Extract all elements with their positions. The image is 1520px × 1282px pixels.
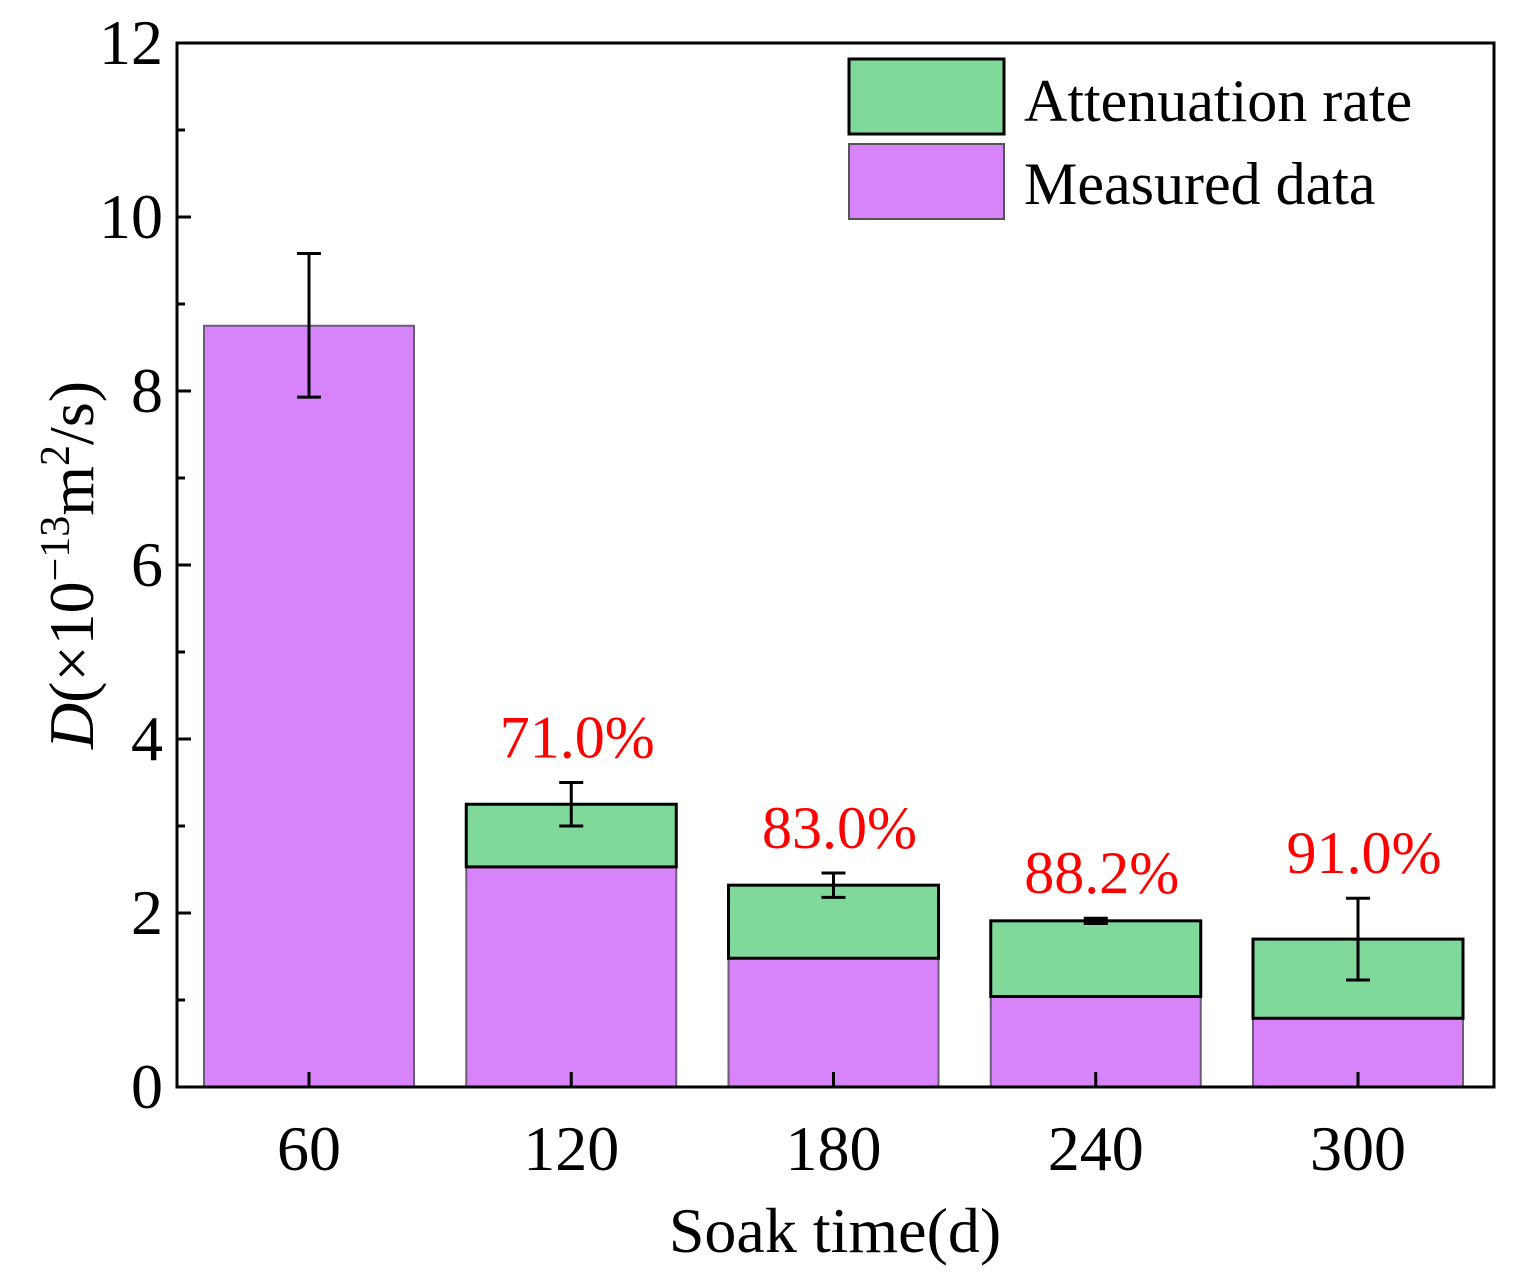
bar-measured-60: [203, 324, 415, 1088]
legend: Attenuation rate Measured data: [847, 57, 1412, 220]
legend-label-attenuation-rate: Attenuation rate: [1024, 68, 1412, 134]
y-axis-ticks: 0 2 4 6 8 10 12: [99, 7, 191, 1122]
error-bar-60: [297, 252, 321, 399]
x-tick-label-300: 300: [1310, 1113, 1406, 1184]
y-axis-title-suffix: /s): [36, 381, 107, 445]
annotation-240: 88.2%: [1024, 840, 1179, 906]
error-bar-240: [1083, 916, 1108, 925]
y-tick-label-10: 10: [99, 181, 163, 252]
error-bar-180: [821, 871, 846, 899]
y-tick-label-4: 4: [131, 703, 163, 774]
y-axis-title-prefix: (×10: [36, 581, 107, 702]
y-tick-label-8: 8: [131, 355, 163, 426]
y-tick-label-2: 2: [131, 877, 163, 948]
x-tick-label-120: 120: [523, 1113, 619, 1184]
error-bars-layer: [297, 252, 1370, 982]
bar-measured-180: [727, 957, 940, 1088]
x-axis-title: Soak time(d): [669, 1195, 1001, 1266]
y-tick-label-12: 12: [99, 7, 163, 78]
legend-swatch-attenuation-rate: [847, 57, 1006, 136]
error-bar-120: [559, 781, 584, 828]
bar-attenuation-240: [989, 919, 1203, 999]
bar-measured-120: [465, 865, 678, 1089]
y-tick-label-0: 0: [131, 1051, 163, 1122]
annotations-layer: 71.0% 83.0% 88.2% 91.0%: [500, 705, 1442, 907]
y-tick-label-6: 6: [131, 529, 163, 600]
annotation-300: 91.0%: [1287, 820, 1442, 886]
error-bar-300: [1346, 896, 1370, 982]
x-tick-label-60: 60: [277, 1113, 341, 1184]
y-axis-title: D(×10−13m2/s): [33, 381, 107, 750]
y-axis-title-unit-exponent: 2: [33, 445, 79, 466]
legend-label-measured-data: Measured data: [1024, 151, 1376, 217]
annotation-120: 71.0%: [500, 705, 655, 771]
x-tick-label-240: 240: [1048, 1113, 1144, 1184]
y-axis-title-unit: m: [36, 466, 107, 516]
bars-layer: [203, 324, 1465, 1089]
x-tick-label-180: 180: [786, 1113, 882, 1184]
legend-swatch-measured-data: [848, 143, 1005, 220]
x-axis-ticks: 60 120 180 240 300: [277, 1072, 1406, 1184]
y-axis-title-symbol: D: [36, 703, 107, 750]
y-axis-title-exponent: −13: [33, 516, 79, 582]
annotation-180: 83.0%: [762, 795, 917, 861]
